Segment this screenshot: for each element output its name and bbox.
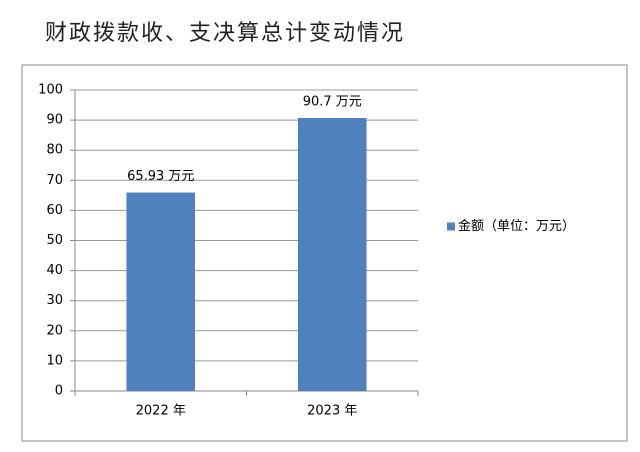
y-tick-label: 70 <box>46 173 63 188</box>
y-tick-label: 60 <box>46 203 63 218</box>
y-tick-label: 0 <box>55 384 63 399</box>
x-tick-label: 2022 年 <box>136 404 186 419</box>
y-tick-label: 30 <box>46 293 63 308</box>
y-tick-label: 10 <box>46 353 63 368</box>
y-tick-label: 100 <box>38 83 63 98</box>
chart-frame <box>21 64 628 442</box>
y-tick-label: 40 <box>46 263 63 278</box>
y-tick-label: 50 <box>46 233 63 248</box>
y-tick-label: 80 <box>46 143 63 158</box>
legend-label: 金额（单位：万元） <box>458 218 575 234</box>
bar <box>297 117 367 392</box>
legend-swatch <box>447 222 455 231</box>
bar <box>126 192 196 391</box>
x-tick-label: 2023 年 <box>307 404 357 419</box>
data-label: 90.7 万元 <box>303 94 362 109</box>
data-label: 65.93 万元 <box>127 169 194 184</box>
y-tick-label: 90 <box>46 113 63 128</box>
chart-title: 财政拨款收、支决算总计变动情况 <box>45 21 405 46</box>
y-tick-label: 20 <box>46 323 63 338</box>
